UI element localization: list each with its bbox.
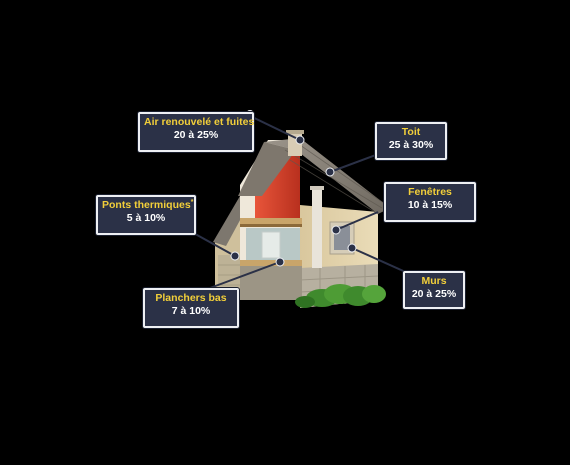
- label-ponts-title: Ponts thermiques*: [102, 199, 194, 211]
- label-murs-title: Murs: [421, 275, 447, 287]
- label-murs-value: 20 à 25%: [411, 288, 457, 300]
- label-planchers-title: Planchers bas: [155, 292, 227, 304]
- label-ponts-thermiques: Ponts thermiques* 5 à 10%: [96, 195, 196, 235]
- label-murs: Murs 20 à 25%: [403, 271, 465, 309]
- label-air-title: Air renouvelé et fuites: [144, 116, 255, 128]
- label-air-value: 20 à 25%: [173, 129, 219, 141]
- hedge: [295, 284, 386, 308]
- label-fenetres: Fenêtres 10 à 15%: [384, 182, 476, 222]
- leader-dots: [230, 110, 357, 267]
- leader-lines: [187, 115, 411, 289]
- label-fenetres-value: 10 à 15%: [407, 199, 453, 211]
- label-fenetres-title: Fenêtres: [408, 186, 452, 198]
- label-planchers-value: 7 à 10%: [171, 305, 211, 317]
- label-toit-title: Toit: [401, 126, 421, 138]
- label-ponts-footnote-mark: *: [190, 199, 194, 206]
- label-toit-value: 25 à 30%: [388, 139, 434, 151]
- label-ponts-value: 5 à 10%: [126, 212, 166, 224]
- label-toit: Toit 25 à 30%: [375, 122, 447, 160]
- label-air-renouvele: Air renouvelé et fuites 20 à 25%: [138, 112, 254, 152]
- label-planchers-bas: Planchers bas 7 à 10%: [143, 288, 239, 328]
